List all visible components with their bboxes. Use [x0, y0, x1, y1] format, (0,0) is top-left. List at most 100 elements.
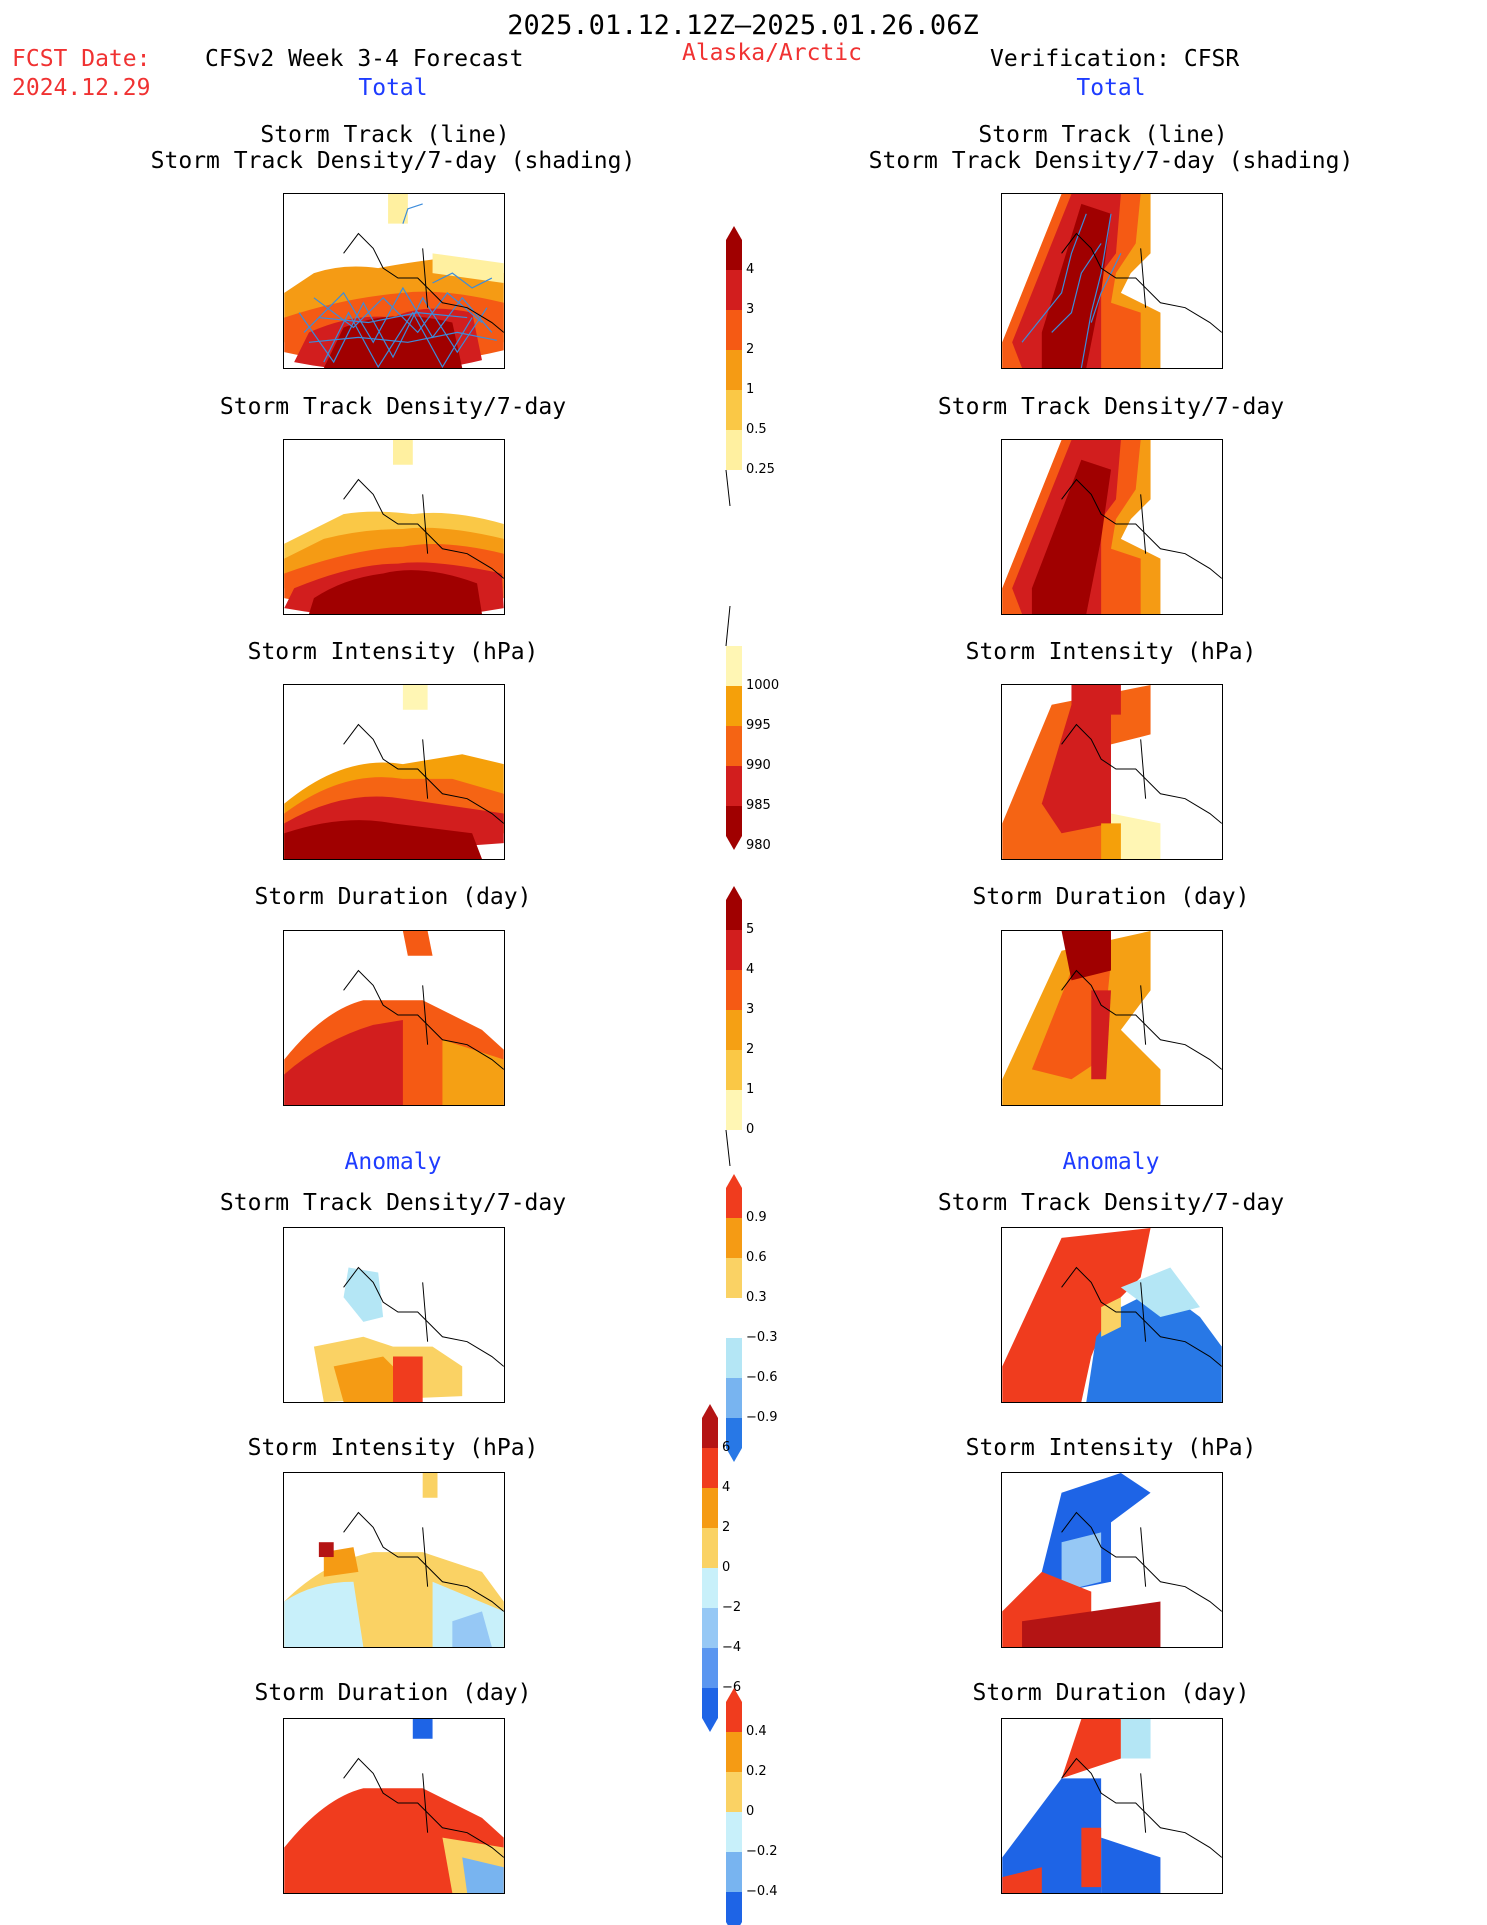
right-anom-duration-map — [1001, 1718, 1223, 1894]
right-density-map-graphic — [1002, 440, 1222, 614]
left-anom-density-map — [283, 1227, 505, 1403]
right-anom-intensity-title: Storm Intensity (hPa) — [965, 1435, 1257, 1461]
colorbar-swatch — [702, 1568, 718, 1608]
colorbar-swatch — [702, 1528, 718, 1568]
colorbar-label: 2 — [746, 1042, 755, 1057]
colorbar-label: −0.2 — [746, 1844, 778, 1859]
colorbar-graphic — [725, 226, 742, 507]
colorbar-anom-intensity: 6 4 2 0 −2 −4 −6 — [698, 1404, 798, 1732]
right-track-title-1: Storm Track (line) — [978, 122, 1228, 148]
model-title: CFSv2 Week 3-4 Forecast — [205, 46, 524, 72]
left-density-title: Storm Track Density/7-day — [219, 394, 567, 420]
colorbar-anom-density: 0.9 0.6 0.3 −0.3 −0.6 −0.9 — [722, 1174, 822, 1462]
colorbar-swatch — [726, 310, 742, 350]
left-track-map — [283, 193, 505, 369]
colorbar-label: 0.6 — [746, 1250, 767, 1265]
colorbar-label: 985 — [746, 798, 771, 813]
colorbar-label: 2 — [722, 1520, 731, 1535]
colorbar-swatch — [726, 1090, 742, 1130]
right-anom-density-title: Storm Track Density/7-day — [937, 1190, 1285, 1216]
colorbar-swatch — [726, 686, 742, 726]
right-anom-intensity-map-graphic — [1002, 1473, 1222, 1647]
left-anom-duration-title: Storm Duration (day) — [254, 1680, 532, 1706]
right-anom-intensity-map — [1001, 1472, 1223, 1648]
period-title: 2025.01.12.12Z–2025.01.26.06Z — [507, 10, 979, 41]
colorbar-swatch — [726, 1812, 742, 1852]
colorbar-swatch — [726, 270, 742, 310]
left-anom-density-map-graphic — [313, 1266, 504, 1402]
colorbar-graphic — [702, 1404, 718, 1732]
colorbar-swatch — [726, 646, 742, 686]
colorbar-label: 5 — [746, 922, 755, 937]
right-anom-duration-title: Storm Duration (day) — [972, 1680, 1250, 1706]
colorbar-label: 0.9 — [746, 1210, 767, 1225]
colorbar-swatch — [726, 1732, 742, 1772]
colorbar-label: 0 — [746, 1122, 755, 1137]
colorbar-label: 0.3 — [746, 1290, 767, 1305]
left-total-label: Total — [358, 75, 428, 101]
colorbar-label: −0.9 — [746, 1410, 778, 1425]
left-anom-intensity-map-graphic — [284, 1473, 504, 1647]
right-total-label: Total — [1076, 75, 1146, 101]
right-anom-density-map-graphic — [1002, 1228, 1222, 1402]
colorbar-duration: 5 4 3 2 1 0 — [722, 886, 822, 1170]
colorbar-swatch — [726, 1258, 742, 1298]
colorbar-swatch — [726, 1892, 742, 1925]
left-track-map-graphic — [284, 194, 504, 368]
colorbar-swatch — [702, 1404, 718, 1448]
colorbar-label: −0.3 — [746, 1330, 778, 1345]
left-intensity-title: Storm Intensity (hPa) — [247, 639, 539, 665]
verification-title: Verification: CFSR — [990, 46, 1240, 72]
colorbar-tail — [725, 469, 731, 507]
colorbar-label: 0.2 — [746, 1764, 767, 1779]
left-anom-density-title: Storm Track Density/7-day — [219, 1190, 567, 1216]
colorbar-swatch — [702, 1448, 718, 1488]
colorbar-swatch — [726, 1772, 742, 1812]
left-anom-duration-map — [283, 1718, 505, 1894]
colorbar-anom-duration: 0.4 0.2 0 −0.2 −0.4 — [722, 1688, 822, 1925]
colorbar-intensity: 1000 995 990 985 980 — [722, 605, 822, 886]
colorbar-swatch — [726, 806, 742, 850]
right-intensity-map-graphic — [1002, 685, 1222, 859]
colorbar-swatch — [702, 1688, 718, 1732]
colorbar-swatch — [726, 1852, 742, 1892]
colorbar-label: 980 — [746, 838, 771, 853]
colorbar-label: −0.6 — [746, 1370, 778, 1385]
colorbar-label: 1000 — [746, 678, 780, 693]
colorbar-swatch — [726, 766, 742, 806]
fcst-date-value: 2024.12.29 — [12, 75, 151, 101]
left-duration-map-graphic — [284, 931, 504, 1105]
colorbar-swatch — [726, 430, 742, 470]
colorbar-graphic — [726, 1174, 742, 1462]
colorbar-label: −0.4 — [746, 1884, 778, 1899]
left-density-map — [283, 439, 505, 615]
colorbar-label: 1 — [746, 382, 755, 397]
colorbar-label: 995 — [746, 718, 771, 733]
region-title: Alaska/Arctic — [681, 40, 863, 66]
colorbar-label: 0 — [722, 1560, 731, 1575]
right-track-map — [1001, 193, 1223, 369]
colorbar-label: 990 — [746, 758, 771, 773]
colorbar-swatch — [726, 1010, 742, 1050]
colorbar-swatch — [702, 1648, 718, 1688]
colorbar-label: 3 — [746, 302, 755, 317]
colorbar-graphic — [725, 886, 742, 1167]
left-track-title-2: Storm Track Density/7-day (shading) — [150, 148, 636, 174]
colorbar-tail — [725, 605, 731, 647]
colorbar-label: 3 — [746, 1002, 755, 1017]
left-anom-intensity-map — [283, 1472, 505, 1648]
colorbar-graphic — [726, 1688, 742, 1925]
colorbar-tail — [725, 1129, 731, 1167]
fcst-date-label: FCST Date: — [12, 46, 151, 72]
left-track-title-1: Storm Track (line) — [260, 122, 510, 148]
colorbar-swatch — [726, 226, 742, 270]
right-density-map — [1001, 439, 1223, 615]
right-duration-map — [1001, 930, 1223, 1106]
colorbar-density: 4 3 2 1 0.5 0.25 — [722, 226, 822, 542]
colorbar-swatch — [726, 1418, 742, 1462]
colorbar-swatch — [702, 1488, 718, 1528]
colorbar-label: 2 — [746, 342, 755, 357]
colorbar-label: 0.25 — [746, 462, 775, 477]
colorbar-label: 4 — [746, 962, 755, 977]
left-anomaly-label: Anomaly — [344, 1149, 442, 1175]
